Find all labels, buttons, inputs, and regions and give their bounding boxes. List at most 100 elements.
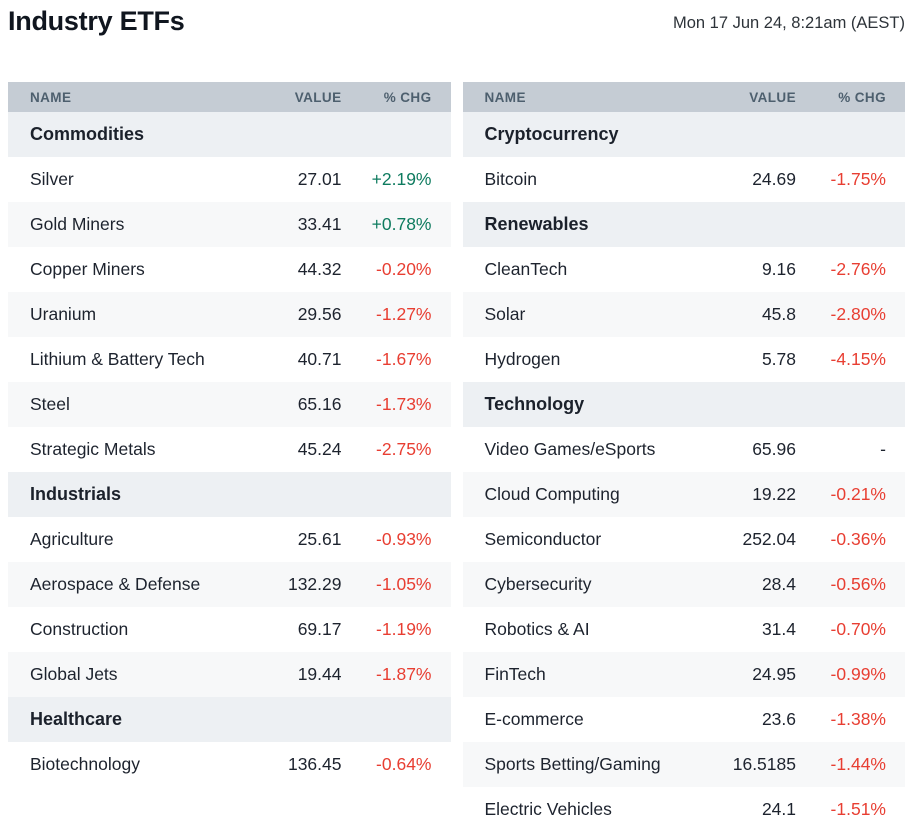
column-header-row: NAME VALUE % CHG	[462, 82, 905, 112]
etf-change: -0.64%	[376, 754, 432, 774]
etf-change: -1.38%	[830, 709, 886, 729]
etf-value: 44.32	[297, 259, 342, 279]
etf-table-left: NAME VALUE % CHG Commodities Silver 27.01 +2.1…	[8, 82, 451, 787]
etf-change: -1.44%	[830, 754, 886, 774]
table-row: Copper Miners 44.32 -0.20%	[8, 247, 451, 292]
section-header-row: Commodities	[8, 112, 451, 157]
etf-change: -1.05%	[376, 574, 432, 594]
section-header-row: Healthcare	[8, 697, 451, 742]
table-row: Hydrogen 5.78 -4.15%	[462, 337, 905, 382]
section-title: Healthcare	[30, 709, 123, 729]
etf-name: Construction	[30, 619, 129, 639]
etf-name: Uranium	[30, 304, 97, 324]
etf-table-right: NAME VALUE % CHG Cryptocurrency Bitcoin 24.69…	[462, 82, 905, 832]
table-row: Cybersecurity 28.4 -0.56%	[462, 562, 905, 607]
etf-change: -1.75%	[830, 169, 886, 189]
section-header-row: Renewables	[462, 202, 905, 247]
table-row: FinTech 24.95 -0.99%	[462, 652, 905, 697]
etf-value: 65.16	[297, 394, 342, 414]
etf-change: -0.20%	[376, 259, 432, 279]
etf-change: +0.78%	[371, 214, 432, 234]
etf-name: Aerospace & Defense	[30, 574, 201, 594]
column-header-name: NAME	[30, 89, 72, 105]
etf-value: 23.6	[761, 709, 796, 729]
table-row: Sports Betting/Gaming 16.5185 -1.44%	[462, 742, 905, 787]
column-header-value: VALUE	[294, 89, 342, 105]
table-row: Semiconductor 252.04 -0.36%	[462, 517, 905, 562]
etf-change: -0.99%	[830, 664, 886, 684]
etf-name: Silver	[30, 169, 74, 189]
table-row: Steel 65.16 -1.73%	[8, 382, 451, 427]
etf-value: 136.45	[287, 754, 342, 774]
etf-value: 24.69	[752, 169, 796, 189]
etf-name: FinTech	[484, 664, 546, 684]
etf-value: 40.71	[297, 349, 342, 369]
etf-name: E-commerce	[484, 709, 584, 729]
etf-value: 33.41	[297, 214, 342, 234]
etf-value: 19.22	[752, 484, 796, 504]
etf-change: -0.21%	[830, 484, 886, 504]
etf-name: Gold Miners	[30, 214, 125, 234]
column-header-name: NAME	[484, 89, 526, 105]
section-title: Technology	[484, 394, 585, 414]
section-title: Commodities	[30, 124, 145, 144]
table-row: Agriculture 25.61 -0.93%	[8, 517, 451, 562]
etf-value: 31.4	[761, 619, 796, 639]
etf-value: 69.17	[297, 619, 342, 639]
table-row: Lithium & Battery Tech 40.71 -1.67%	[8, 337, 451, 382]
table-row: Global Jets 19.44 -1.87%	[8, 652, 451, 697]
table-row: Aerospace & Defense 132.29 -1.05%	[8, 562, 451, 607]
column-header-chg: % CHG	[838, 89, 886, 105]
table-row: Construction 69.17 -1.19%	[8, 607, 451, 652]
table-row: Robotics & AI 31.4 -0.70%	[462, 607, 905, 652]
etf-name: Global Jets	[30, 664, 118, 684]
etf-tables: NAME VALUE % CHG Commodities Silver 27.01 +2.1…	[0, 82, 913, 832]
etf-value: 65.96	[752, 439, 796, 459]
etf-name: Solar	[484, 304, 526, 324]
etf-value: 19.44	[297, 664, 342, 684]
etf-change: -0.93%	[376, 529, 432, 549]
etf-name: Electric Vehicles	[484, 799, 612, 819]
etf-change: -2.76%	[830, 259, 886, 279]
etf-change: -4.15%	[830, 349, 886, 369]
column-header-row: NAME VALUE % CHG	[8, 82, 451, 112]
etf-name: Cybersecurity	[484, 574, 592, 594]
etf-name: Cloud Computing	[484, 484, 620, 504]
table-row: Bitcoin 24.69 -1.75%	[462, 157, 905, 202]
section-header-row: Cryptocurrency	[462, 112, 905, 157]
etf-value: 252.04	[742, 529, 796, 549]
etf-value: 9.16	[761, 259, 796, 279]
table-row: Video Games/eSports 65.96 -	[462, 427, 905, 472]
etf-value: 28.4	[761, 574, 796, 594]
etf-change: -2.80%	[830, 304, 886, 324]
section-title: Renewables	[484, 214, 589, 234]
etf-change: -1.19%	[376, 619, 432, 639]
etf-change: -1.51%	[830, 799, 886, 819]
section-header-row: Technology	[462, 382, 905, 427]
etf-value: 27.01	[297, 169, 342, 189]
etf-value: 29.56	[297, 304, 342, 324]
table-row: Electric Vehicles 24.1 -1.51%	[462, 787, 905, 832]
section-title: Industrials	[30, 484, 122, 504]
table-row: Uranium 29.56 -1.27%	[8, 292, 451, 337]
table-row: Gold Miners 33.41 +0.78%	[8, 202, 451, 247]
table-row: Cloud Computing 19.22 -0.21%	[462, 472, 905, 517]
timestamp: Mon 17 Jun 24, 8:21am (AEST)	[672, 14, 905, 32]
etf-change: -0.56%	[830, 574, 886, 594]
table-row: E-commerce 23.6 -1.38%	[462, 697, 905, 742]
etf-change: -2.75%	[376, 439, 432, 459]
table-row: Biotechnology 136.45 -0.64%	[8, 742, 451, 787]
etf-value: 24.95	[752, 664, 796, 684]
page-title: Industry ETFs	[8, 6, 185, 36]
etf-name: Bitcoin	[484, 169, 538, 189]
table-row: Solar 45.8 -2.80%	[462, 292, 905, 337]
etf-change: -1.87%	[376, 664, 432, 684]
etf-value: 5.78	[761, 349, 796, 369]
etf-value: 45.8	[761, 304, 796, 324]
table-row: CleanTech 9.16 -2.76%	[462, 247, 905, 292]
etf-name: Steel	[30, 394, 70, 414]
etf-value: 16.5185	[732, 754, 796, 774]
etf-change: -0.36%	[830, 529, 886, 549]
section-header-row: Industrials	[8, 472, 451, 517]
etf-value: 132.29	[287, 574, 342, 594]
